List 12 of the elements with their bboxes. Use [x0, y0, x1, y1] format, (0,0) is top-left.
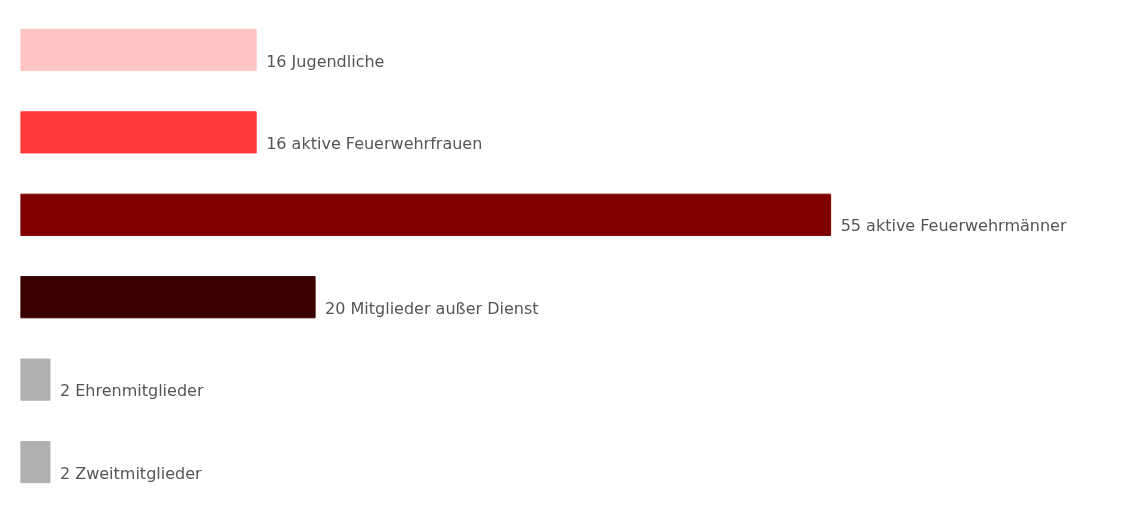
data-label: 20 Mitglieder außer Dienst	[325, 298, 539, 318]
bar	[20, 193, 832, 236]
data-label: 55 aktive Feuerwehrmänner	[840, 216, 1067, 236]
bar	[20, 28, 257, 72]
data-label: 2 Zweitmitglieder	[59, 463, 203, 483]
bar	[20, 111, 257, 154]
data-label: 2 Ehrenmitglieder	[59, 381, 204, 401]
data-label: 16 Jugendliche	[266, 51, 385, 71]
bar	[20, 440, 51, 484]
bar	[20, 358, 51, 401]
data-label: 16 aktive Feuerwehrfrauen	[266, 133, 483, 153]
bar	[20, 276, 316, 319]
